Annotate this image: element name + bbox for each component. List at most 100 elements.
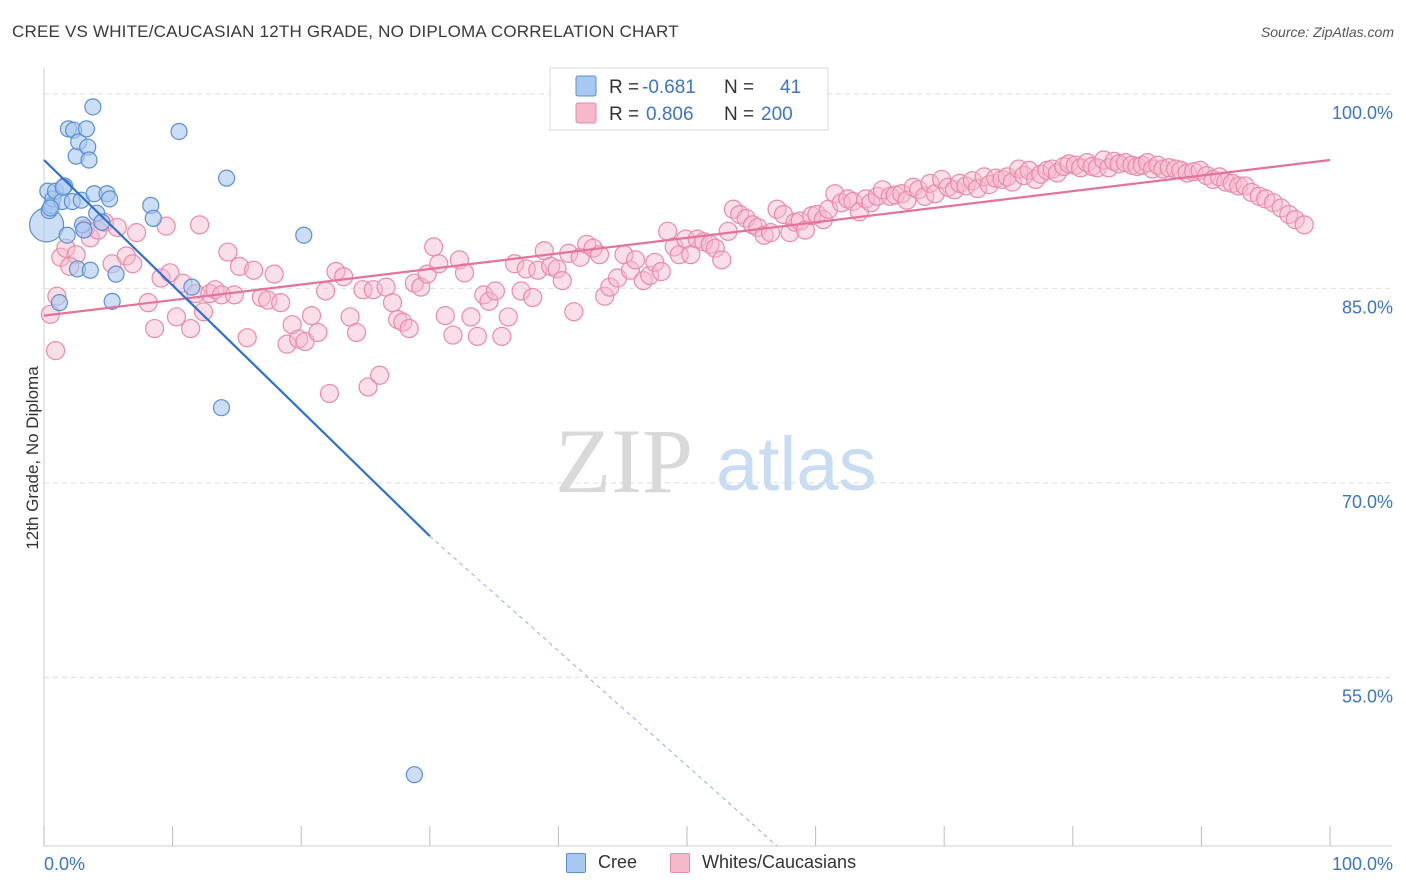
- point-whites-caucasians: [968, 178, 988, 199]
- point-whites-caucasians: [1279, 204, 1299, 225]
- point-cree: [93, 213, 111, 231]
- point-whites-caucasians: [523, 287, 543, 308]
- point-whites-caucasians: [224, 285, 244, 305]
- point-whites-caucasians: [872, 180, 893, 200]
- legend-r-value: -0.681: [642, 77, 696, 98]
- point-whites-caucasians: [651, 261, 671, 282]
- legend-n-value: 200: [761, 104, 793, 125]
- point-cree: [144, 209, 162, 227]
- x-tick-label: 100.0%: [1332, 854, 1393, 874]
- legend-n-label: N =: [724, 104, 754, 125]
- series-whites-caucasians: [40, 150, 1314, 404]
- point-whites-caucasians: [264, 264, 284, 284]
- point-whites-caucasians: [595, 286, 615, 306]
- point-whites-caucasians: [474, 285, 494, 305]
- point-whites-caucasians: [564, 302, 584, 322]
- point-whites-caucasians: [316, 281, 336, 301]
- watermark: ZIP atlas: [555, 410, 877, 512]
- y-tick-label: 100.0%: [1332, 103, 1393, 123]
- point-whites-caucasians: [795, 220, 815, 240]
- point-whites-caucasians: [358, 377, 378, 397]
- point-whites-caucasians: [1132, 155, 1152, 175]
- point-cree: [58, 226, 76, 244]
- point-whites-caucasians: [370, 365, 390, 385]
- point-whites-caucasians: [166, 307, 187, 327]
- legend-swatch-cree: [575, 75, 597, 97]
- point-whites-caucasians: [485, 281, 505, 301]
- point-whites-caucasians: [1014, 165, 1034, 186]
- point-whites-caucasians: [334, 267, 354, 287]
- point-whites-caucasians: [932, 169, 952, 190]
- point-whites-caucasians: [944, 180, 965, 200]
- point-whites-caucasians: [633, 271, 653, 291]
- point-whites-caucasians: [705, 238, 725, 258]
- point-whites-caucasians: [620, 260, 641, 280]
- point-whites-caucasians: [123, 254, 143, 274]
- point-whites-caucasians: [399, 318, 419, 339]
- point-whites-caucasians: [271, 293, 291, 313]
- point-cree: [84, 98, 102, 116]
- point-cree: [50, 294, 69, 312]
- legend-n-value: 41: [780, 77, 801, 98]
- legend-swatch-whites: [670, 852, 690, 873]
- y-tick-label: 55.0%: [1342, 686, 1393, 706]
- point-whites-caucasians: [885, 185, 905, 205]
- series-cree: [28, 98, 423, 784]
- point-whites-caucasians: [1285, 210, 1305, 230]
- point-whites-caucasians: [346, 322, 367, 343]
- point-cree: [218, 169, 236, 187]
- point-whites-caucasians: [229, 256, 250, 276]
- point-whites-caucasians: [308, 322, 328, 343]
- point-whites-caucasians: [552, 271, 572, 291]
- legend-item-whites: Whites/Caucasians: [670, 852, 856, 873]
- point-whites-caucasians: [45, 341, 66, 361]
- legend-item-cree: Cree: [566, 852, 637, 873]
- point-whites-caucasians: [1159, 158, 1179, 178]
- point-whites-caucasians: [126, 223, 147, 243]
- watermark-atlas: atlas: [716, 422, 877, 507]
- point-whites-caucasians: [282, 315, 302, 335]
- point-whites-caucasians: [461, 307, 481, 327]
- point-whites-caucasians: [443, 325, 463, 345]
- point-whites-caucasians: [1065, 155, 1085, 175]
- point-cree: [41, 199, 60, 217]
- legend-label-cree: Cree: [598, 852, 638, 872]
- point-whites-caucasians: [424, 237, 444, 257]
- point-cree: [100, 190, 119, 208]
- correlation-legend: R = -0.681 N = 41 R = 0.806 N = 200: [549, 67, 829, 131]
- trendline-whites-caucasians: [43, 158, 1331, 317]
- tick-labels: 100.0% 85.0% 70.0% 55.0% 0.0% 100.0%: [44, 103, 1393, 874]
- point-whites-caucasians: [589, 245, 610, 265]
- chart-title: CREE VS WHITE/CAUCASIAN 12TH GRADE, NO D…: [12, 22, 679, 41]
- series-legend: Cree Whites/Caucasians: [0, 852, 1406, 878]
- y-axis-label: 12th Grade, No Diploma: [23, 366, 42, 550]
- point-whites-caucasians: [479, 291, 499, 311]
- point-cree: [75, 221, 93, 239]
- y-tick-label: 70.0%: [1342, 492, 1393, 512]
- point-whites-caucasians: [1294, 215, 1314, 235]
- point-whites-caucasians: [301, 306, 322, 326]
- point-whites-caucasians: [498, 307, 518, 327]
- point-whites-caucasians: [319, 383, 340, 404]
- legend-n-label: N =: [724, 77, 754, 98]
- point-whites-caucasians: [237, 328, 257, 348]
- point-whites-caucasians: [429, 254, 449, 274]
- x-tick-label: 0.0%: [44, 854, 85, 874]
- point-whites-caucasians: [528, 260, 548, 280]
- point-whites-caucasians: [492, 326, 512, 346]
- watermark-zip: ZIP: [555, 410, 693, 512]
- legend-swatch-cree: [566, 852, 586, 873]
- point-whites-caucasians: [116, 246, 136, 266]
- point-whites-caucasians: [151, 268, 171, 288]
- point-cree: [80, 151, 98, 169]
- point-whites-caucasians: [107, 217, 127, 238]
- point-whites-caucasians: [625, 250, 646, 270]
- trendline-cree: [43, 159, 431, 537]
- point-whites-caucasians: [547, 259, 567, 279]
- trendline-cree-extension: [429, 535, 778, 847]
- legend-swatch-whites: [575, 102, 597, 124]
- point-whites-caucasians: [218, 242, 238, 262]
- point-cree: [295, 226, 313, 244]
- point-whites-caucasians: [156, 216, 176, 236]
